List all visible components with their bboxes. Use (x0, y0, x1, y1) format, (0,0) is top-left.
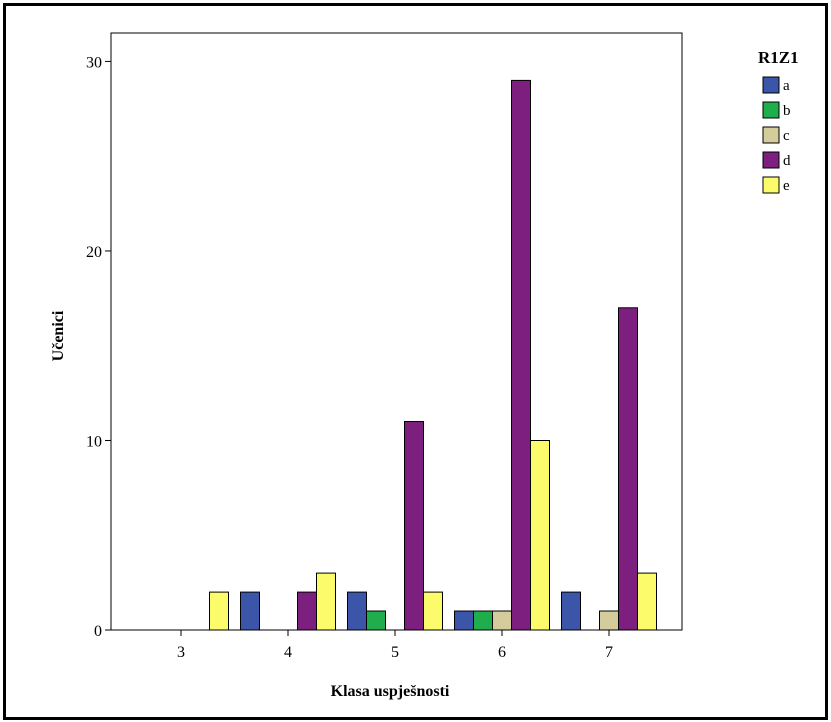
bar-c-7 (600, 611, 619, 630)
x-tick-label: 7 (605, 644, 613, 661)
plot-area (111, 33, 682, 630)
bar-e-7 (638, 573, 657, 630)
x-tick-label: 3 (177, 644, 185, 661)
legend-swatch-d (763, 152, 779, 168)
bar-e-3 (210, 592, 229, 630)
legend-swatch-b (763, 102, 779, 118)
y-tick-label: 0 (94, 623, 102, 640)
legend-swatch-c (763, 127, 779, 143)
bar-d-6 (512, 80, 531, 630)
x-tick-label: 6 (498, 644, 506, 661)
bar-e-4 (317, 573, 336, 630)
bar-b-6 (474, 611, 493, 630)
y-axis: 0 10 20 30 (86, 54, 111, 640)
legend-label-a: a (783, 78, 790, 94)
legend-label-b: b (783, 103, 791, 119)
bars-layer (210, 80, 657, 630)
y-tick-label: 30 (86, 54, 102, 71)
legend-label-e: e (783, 178, 790, 194)
bar-a-6 (455, 611, 474, 630)
legend-title: R1Z1 (758, 48, 799, 67)
bar-d-5 (405, 422, 424, 631)
y-tick-label: 10 (86, 433, 102, 450)
x-tick-label: 5 (391, 644, 399, 661)
bar-a-7 (562, 592, 581, 630)
legend-label-c: c (783, 128, 790, 144)
x-tick-label: 4 (284, 644, 292, 661)
x-axis-label: Klasa uspješnosti (331, 683, 450, 700)
y-tick-label: 20 (86, 244, 102, 261)
legend-swatch-e (763, 177, 779, 193)
bar-d-7 (619, 308, 638, 630)
y-axis-label: Učenici (50, 310, 67, 361)
legend-swatch-a (763, 77, 779, 93)
bar-a-5 (348, 592, 367, 630)
bar-c-6 (493, 611, 512, 630)
bar-e-6 (531, 441, 550, 631)
bar-e-5 (424, 592, 443, 630)
x-axis: 3 4 5 6 7 (177, 630, 613, 661)
bar-b-5 (367, 611, 386, 630)
legend-label-d: d (783, 153, 791, 169)
bar-a-4 (241, 592, 260, 630)
bar-d-4 (298, 592, 317, 630)
